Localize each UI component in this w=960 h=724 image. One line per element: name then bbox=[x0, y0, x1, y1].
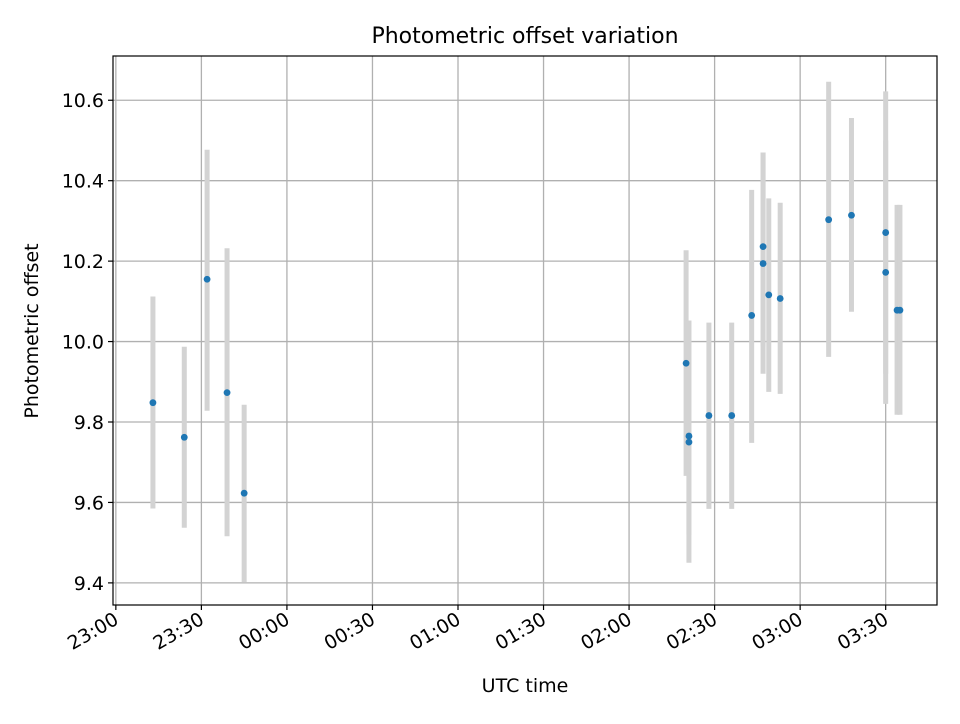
data-point bbox=[705, 412, 713, 419]
data-point bbox=[149, 399, 157, 407]
errorbar-layer bbox=[150, 81, 903, 583]
y-tick-label: 10.6 bbox=[62, 90, 104, 112]
x-tick-label: 01:00 bbox=[406, 608, 464, 654]
data-point bbox=[896, 306, 904, 314]
data-point bbox=[685, 438, 693, 446]
data-point bbox=[682, 359, 690, 367]
x-tick-label: 00:00 bbox=[235, 608, 293, 654]
data-point bbox=[223, 389, 231, 397]
y-tick-label: 10.2 bbox=[62, 251, 104, 273]
y-tick-label: 9.4 bbox=[74, 573, 104, 595]
y-tick-label: 9.6 bbox=[74, 492, 104, 514]
chart-title: Photometric offset variation bbox=[371, 24, 678, 49]
data-point bbox=[240, 489, 248, 497]
data-point bbox=[759, 260, 767, 267]
data-point bbox=[882, 229, 890, 236]
x-tick-label: 01:30 bbox=[492, 608, 550, 654]
x-axis-label: UTC time bbox=[482, 675, 569, 697]
y-tick-label: 10.4 bbox=[62, 171, 104, 193]
point-layer bbox=[149, 211, 904, 497]
y-axis-label: Photometric offset bbox=[21, 243, 43, 418]
data-point bbox=[848, 211, 855, 219]
x-tick-label: 03:00 bbox=[748, 608, 806, 654]
data-point bbox=[882, 268, 890, 276]
data-point bbox=[685, 432, 693, 440]
x-tick-label: 03:30 bbox=[834, 608, 892, 654]
x-tick-label: 23:30 bbox=[149, 608, 207, 654]
data-point bbox=[203, 275, 211, 283]
plot-frame bbox=[112, 55, 938, 606]
y-tick-label: 9.8 bbox=[74, 412, 104, 434]
data-point bbox=[765, 291, 773, 299]
data-point bbox=[180, 433, 188, 441]
data-point bbox=[776, 295, 784, 302]
data-point bbox=[748, 312, 756, 319]
x-tick-label: 00:30 bbox=[321, 608, 379, 654]
x-tick-label: 02:30 bbox=[663, 608, 721, 654]
data-point bbox=[759, 243, 767, 251]
data-point bbox=[825, 216, 833, 224]
x-tick-label: 02:00 bbox=[577, 608, 635, 654]
grid-layer bbox=[113, 56, 937, 605]
data-point bbox=[728, 412, 736, 419]
y-tick-label: 10.0 bbox=[62, 332, 104, 354]
x-tick-label: 23:00 bbox=[64, 608, 122, 654]
